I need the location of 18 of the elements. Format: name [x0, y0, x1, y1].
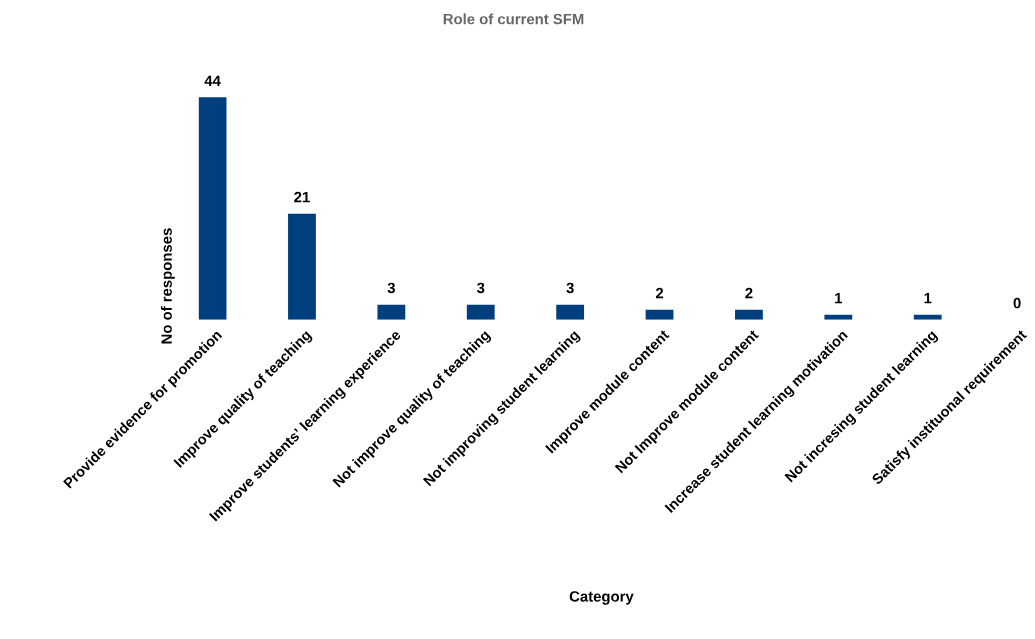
data-label: 3 — [476, 282, 485, 294]
bar — [466, 304, 495, 320]
data-label: 0 — [1013, 297, 1021, 309]
bar — [735, 309, 763, 320]
bar — [288, 213, 316, 320]
chart-title: Role of current SFM — [443, 13, 584, 25]
x-axis-title: Category — [569, 591, 634, 605]
data-label: 1 — [924, 293, 932, 304]
bar — [377, 304, 406, 320]
data-label: 3 — [387, 282, 395, 294]
bar — [556, 304, 585, 320]
data-label: 44 — [204, 75, 221, 87]
bar — [198, 97, 227, 320]
data-label: 2 — [655, 288, 664, 299]
data-label: 3 — [566, 282, 574, 294]
data-label: 1 — [835, 293, 843, 304]
data-label: 2 — [745, 288, 753, 299]
data-label: 21 — [294, 191, 310, 203]
